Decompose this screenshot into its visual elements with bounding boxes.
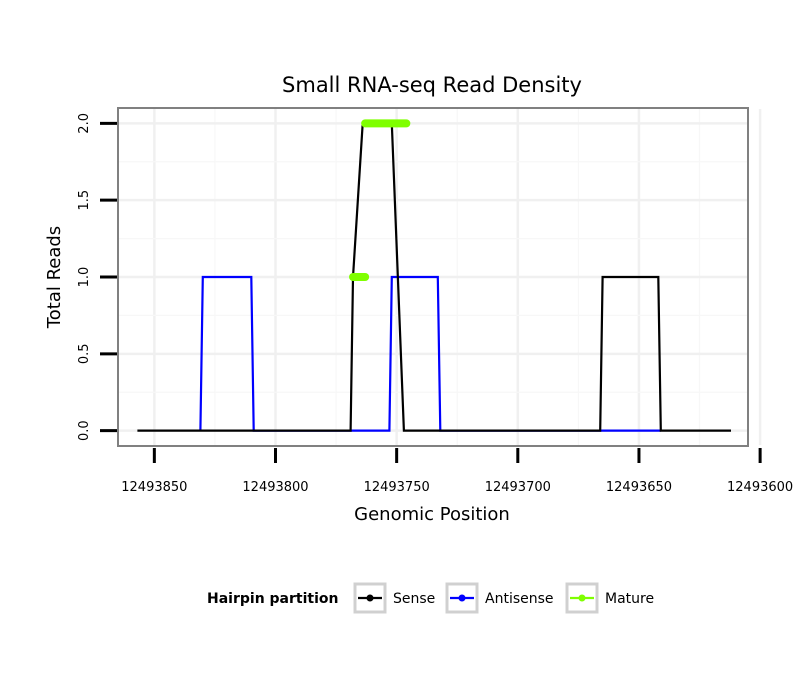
y-axis: 0.0 0.5 1.0 1.5 2.0 [77,113,117,441]
series-layer [137,119,731,432]
x-tick-label: 12493800 [242,480,308,495]
x-tick-label: 12493650 [606,480,672,495]
y-axis-title: Total Reads [44,226,65,329]
y-tick-label: 2.0 [77,113,92,134]
grid-lines [119,109,762,445]
y-tick-label: 1.0 [77,267,92,288]
legend-label-sense: Sense [393,591,435,607]
x-tick-label: 12493750 [364,480,430,495]
x-tick-label: 12493850 [121,480,187,495]
legend-key-point-mature [578,594,586,602]
legend: Hairpin partition Sense Antisense Mature [207,582,654,614]
legend-title: Hairpin partition [207,591,338,607]
legend-key-point-antisense [458,594,466,602]
x-tick-label: 12493600 [727,480,793,495]
y-tick-label: 0.0 [77,420,92,441]
legend-label-antisense: Antisense [485,591,554,607]
chart-title: Small RNA-seq Read Density [282,73,582,97]
x-axis-title: Genomic Position [354,504,510,525]
x-tick-label: 12493700 [485,480,551,495]
y-tick-label: 0.5 [77,343,92,364]
legend-label-mature: Mature [605,591,654,607]
x-axis: 12493850 12493800 12493750 12493700 12493650… [121,448,793,495]
legend-key-point-sense [366,594,374,602]
y-tick-label: 1.5 [77,190,92,211]
sense-series-line [137,122,731,432]
